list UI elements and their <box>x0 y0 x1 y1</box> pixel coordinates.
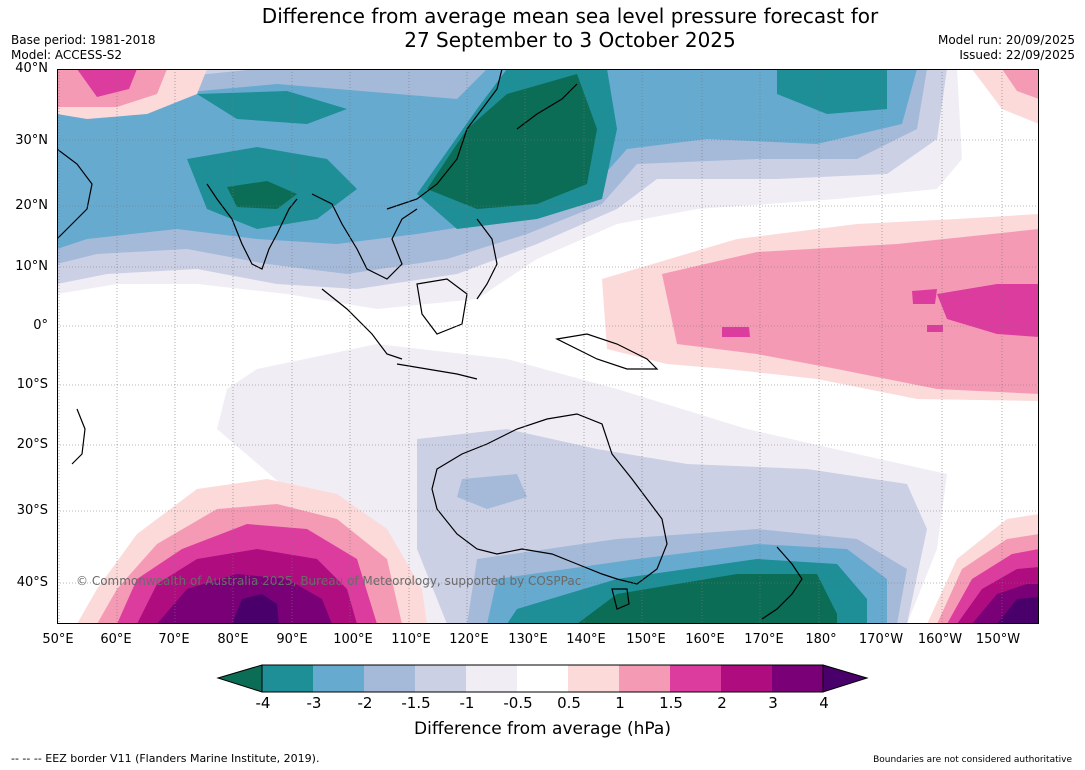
coast-new-guinea <box>555 333 659 370</box>
colorbar-tick: 4 <box>819 694 829 712</box>
lon-label-150w: 150°W <box>975 632 1021 647</box>
lat-label-20n: 20°N <box>15 198 48 213</box>
coast-sumatra <box>321 288 403 360</box>
lat-label-10n: 10°N <box>15 259 48 274</box>
title-line-1: Difference from average mean sea level p… <box>261 4 879 28</box>
footer-disclaimer: Boundaries are not considered authoritat… <box>873 755 1072 765</box>
base-period: Base period: 1981-2018 <box>11 33 156 47</box>
lat-label-40n: 40°N <box>15 61 48 76</box>
page-title: Difference from average mean sea level p… <box>0 4 1085 52</box>
colorbar-segment <box>619 665 670 692</box>
lon-label-100e: 100°E <box>333 632 373 647</box>
lat-label-10s: 10°S <box>16 377 48 392</box>
positive-anomaly-nw <box>57 69 207 119</box>
lat-label-0: 0° <box>33 318 48 333</box>
lon-label-120e: 120°E <box>449 632 489 647</box>
colorbar-tick: -3 <box>306 694 322 712</box>
colorbar-segment <box>568 665 619 692</box>
colorbar-extend-low <box>218 665 262 692</box>
coast-china <box>386 69 503 210</box>
meta-right: Model run: 20/09/2025 Issued: 22/09/2025 <box>938 33 1075 63</box>
map-frame <box>57 69 1039 624</box>
colorbar-tick: -4 <box>255 694 271 712</box>
colorbar-outline-right <box>822 664 869 693</box>
colorbar-tick: -0.5 <box>503 694 533 712</box>
colorbar-segment <box>262 665 313 692</box>
lon-label-90e: 90°E <box>276 632 308 647</box>
lon-label-160w: 160°W <box>917 632 963 647</box>
coastlines <box>57 69 803 620</box>
lon-label-170e: 170°E <box>744 632 784 647</box>
colorbar-segments <box>218 665 867 692</box>
coast-new-zealand <box>761 546 803 620</box>
colorbar-segment <box>670 665 721 692</box>
lon-label-110e: 110°E <box>391 632 431 647</box>
footer-eez-note: -- -- -- EEZ border V11 (Flanders Marine… <box>11 752 320 765</box>
lon-label-180: 180° <box>805 632 837 647</box>
positive-anomaly-sw <box>77 479 427 624</box>
lon-label-140e: 140°E <box>566 632 606 647</box>
colorbar-title: Difference from average (hPa) <box>414 719 671 739</box>
colorbar-tick: 1 <box>615 694 625 712</box>
lat-label-20s: 20°S <box>16 437 48 452</box>
meta-left: Base period: 1981-2018 Model: ACCESS-S2 <box>11 33 156 63</box>
colorbar-segment <box>415 665 466 692</box>
lat-label-30s: 30°S <box>16 503 48 518</box>
pressure-anomaly-map <box>57 69 1039 624</box>
colorbar-tick: -1 <box>459 694 475 712</box>
colorbar-segment <box>772 665 823 692</box>
graticule <box>57 69 1039 624</box>
coast-japan <box>516 83 578 130</box>
colorbar-tick: -1.5 <box>401 694 431 712</box>
coast-philippines <box>476 218 498 300</box>
title-line-2: 27 September to 3 October 2025 <box>404 28 736 52</box>
model-name: Model: ACCESS-S2 <box>11 48 123 62</box>
coast-india <box>206 183 298 270</box>
colorbar-segment <box>517 665 568 692</box>
model-run: Model run: 20/09/2025 <box>937 33 1075 47</box>
lon-label-50e: 50°E <box>42 632 74 647</box>
lat-label-40s: 40°S <box>16 575 48 590</box>
lon-label-150e: 150°E <box>626 632 666 647</box>
copyright-notice: © Commonwealth of Australia 2025, Bureau… <box>76 574 582 588</box>
colorbar-tick: 1.5 <box>659 694 683 712</box>
positive-anomaly-ne <box>972 69 1039 124</box>
lon-label-80e: 80°E <box>217 632 249 647</box>
issued-date: Issued: 22/09/2025 <box>959 48 1075 62</box>
colorbar <box>216 664 869 693</box>
colorbar-tick: -2 <box>357 694 373 712</box>
colorbar-extend-high <box>823 665 867 692</box>
coast-borneo <box>416 278 468 335</box>
lon-label-60e: 60°E <box>100 632 132 647</box>
coast-indochina <box>311 193 418 280</box>
negative-anomaly-north <box>57 69 962 309</box>
colorbar-segment <box>313 665 364 692</box>
coast-australia <box>431 413 668 585</box>
lon-label-130e: 130°E <box>508 632 548 647</box>
lon-label-170w: 170°W <box>858 632 904 647</box>
lon-label-160e: 160°E <box>685 632 725 647</box>
positive-anomaly-pacific <box>602 214 1039 401</box>
coast-madagascar <box>71 408 86 465</box>
coast-tasmania <box>611 588 630 610</box>
colorbar-tick: 2 <box>717 694 727 712</box>
coast-java <box>396 363 478 380</box>
colorbar-segment <box>364 665 415 692</box>
coast-arabia <box>57 148 93 240</box>
colorbar-tick: 0.5 <box>557 694 581 712</box>
colorbar-segment <box>721 665 772 692</box>
colorbar-segment <box>466 665 517 692</box>
positive-anomaly-se <box>927 514 1039 624</box>
colorbar-tick: 3 <box>768 694 778 712</box>
lon-label-70e: 70°E <box>158 632 190 647</box>
lat-label-30n: 30°N <box>15 133 48 148</box>
